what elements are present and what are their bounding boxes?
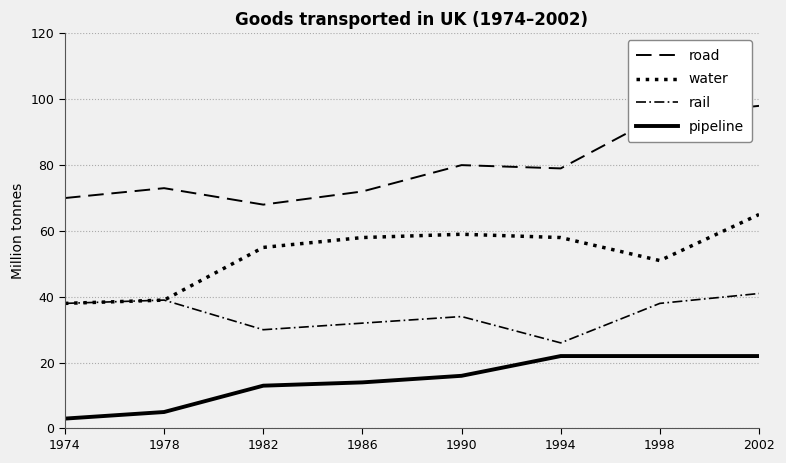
pipeline: [457, 373, 466, 379]
Y-axis label: Million tonnes: Million tonnes: [11, 183, 25, 279]
rail: [259, 327, 268, 332]
pipeline: [259, 383, 268, 388]
pipeline: [656, 353, 665, 359]
rail: [61, 300, 70, 306]
Line: water: water: [65, 214, 759, 303]
Legend: road, water, rail, pipeline: road, water, rail, pipeline: [627, 40, 752, 142]
road: [656, 113, 665, 119]
Title: Goods transported in UK (1974–2002): Goods transported in UK (1974–2002): [236, 11, 589, 29]
pipeline: [61, 416, 70, 421]
water: [755, 212, 764, 217]
rail: [358, 320, 367, 326]
pipeline: [556, 353, 565, 359]
road: [556, 166, 565, 171]
rail: [457, 314, 466, 319]
water: [259, 244, 268, 250]
road: [259, 202, 268, 207]
pipeline: [755, 353, 764, 359]
water: [457, 232, 466, 237]
rail: [755, 291, 764, 296]
pipeline: [358, 380, 367, 385]
rail: [556, 340, 565, 346]
Line: road: road: [65, 106, 759, 205]
water: [61, 300, 70, 306]
road: [457, 163, 466, 168]
water: [358, 235, 367, 240]
road: [755, 103, 764, 109]
Line: rail: rail: [65, 294, 759, 343]
water: [656, 258, 665, 263]
rail: [656, 300, 665, 306]
water: [160, 297, 169, 303]
road: [160, 185, 169, 191]
pipeline: [160, 409, 169, 415]
road: [61, 195, 70, 201]
Line: pipeline: pipeline: [65, 356, 759, 419]
road: [358, 189, 367, 194]
rail: [160, 297, 169, 303]
water: [556, 235, 565, 240]
